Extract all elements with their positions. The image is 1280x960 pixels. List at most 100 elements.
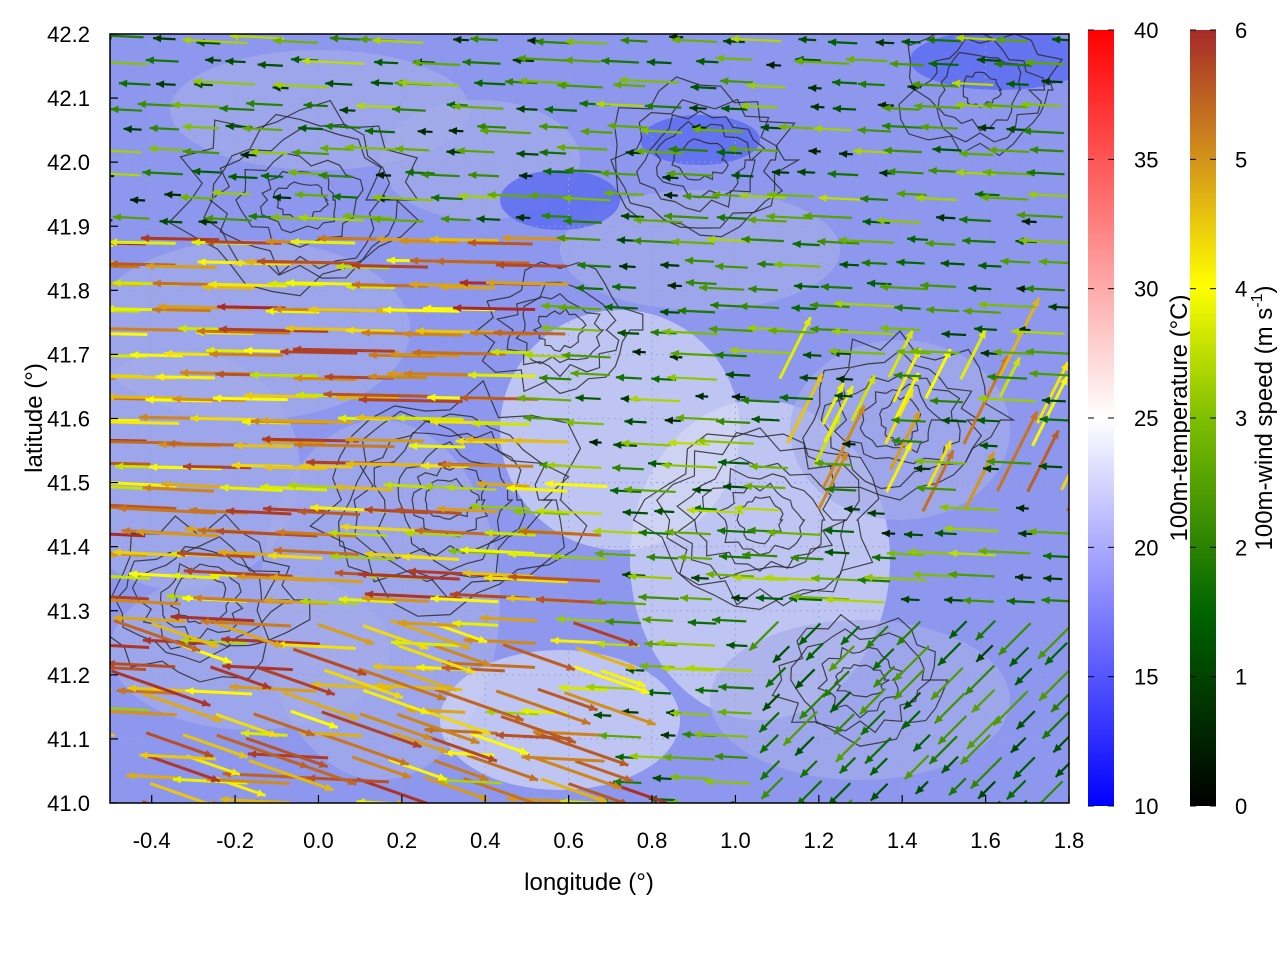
wind-arrow-head bbox=[372, 193, 381, 202]
x-tick-label: 1.8 bbox=[1054, 828, 1085, 853]
wind-arrow-head bbox=[932, 145, 941, 154]
wind-arrow-head bbox=[383, 481, 392, 490]
colorbar-tick-label: 4 bbox=[1235, 277, 1247, 302]
wind-arrow-head bbox=[427, 393, 436, 402]
wind-arrow-head bbox=[1029, 369, 1038, 378]
wind-arrow-head bbox=[110, 392, 115, 401]
wind-arrow-head bbox=[668, 438, 677, 447]
wind-arrow-shaft bbox=[833, 302, 895, 308]
wind-arrow bbox=[495, 689, 591, 726]
wind-arrow-head bbox=[912, 411, 920, 421]
wind-arrow-shaft bbox=[110, 61, 148, 66]
wind-arrow bbox=[743, 482, 786, 491]
wind-arrow-head bbox=[479, 793, 489, 801]
wind-arrow bbox=[751, 415, 780, 424]
wind-arrow-shaft bbox=[943, 805, 956, 818]
wind-arrow-head bbox=[178, 324, 187, 333]
wind-arrow bbox=[405, 168, 435, 177]
wind-arrow bbox=[978, 261, 1002, 270]
wind-arrow-head bbox=[865, 639, 875, 649]
wind-arrow-shaft bbox=[921, 449, 955, 513]
contour-line bbox=[532, 308, 587, 353]
y-tick-label: 41.5 bbox=[47, 471, 90, 496]
wind-arrow bbox=[1036, 361, 1069, 424]
wind-arrow-head bbox=[845, 55, 855, 64]
wind-arrow-head bbox=[264, 596, 273, 605]
wind-arrow-head bbox=[95, 372, 103, 380]
wind-arrow bbox=[1015, 504, 1029, 513]
wind-arrow-shaft bbox=[196, 329, 290, 335]
wind-arrow bbox=[667, 373, 717, 382]
wind-arrow bbox=[896, 620, 922, 646]
contour-line bbox=[834, 663, 890, 698]
wind-arrow bbox=[836, 375, 854, 384]
wind-arrow-head bbox=[692, 125, 701, 134]
wind-arrow-head bbox=[408, 442, 418, 450]
wind-arrow-head bbox=[340, 523, 349, 531]
wind-arrow-shaft bbox=[621, 441, 672, 447]
wind-arrow-head bbox=[1010, 744, 1020, 753]
wind-arrow-head bbox=[1041, 396, 1051, 405]
wind-arrow-head bbox=[1015, 573, 1024, 582]
wind-arrow-shaft bbox=[110, 172, 141, 177]
wind-arrow-head bbox=[915, 785, 925, 794]
wind-arrow bbox=[260, 172, 284, 181]
wind-vectors bbox=[95, 34, 1069, 818]
wind-arrow-head bbox=[891, 416, 900, 425]
wind-arrow bbox=[164, 190, 182, 199]
wind-arrow bbox=[978, 300, 1035, 309]
wind-arrow bbox=[610, 486, 642, 495]
wind-arrow-head bbox=[361, 328, 370, 337]
wind-arrow bbox=[565, 166, 602, 175]
wind-arrow-head bbox=[551, 552, 560, 561]
wind-arrow bbox=[612, 464, 644, 472]
wind-arrow-shaft bbox=[209, 665, 272, 690]
wind-arrow bbox=[294, 440, 395, 449]
wind-arrow bbox=[329, 552, 396, 561]
wind-arrow bbox=[799, 760, 818, 779]
wind-arrow-head bbox=[389, 350, 399, 359]
wind-arrow-head bbox=[876, 216, 885, 225]
wind-arrow-head bbox=[799, 636, 808, 645]
wind-arrow-shaft bbox=[402, 332, 463, 337]
wind-arrow-head bbox=[809, 301, 819, 310]
wind-arrow bbox=[608, 781, 672, 803]
wind-arrow bbox=[717, 708, 752, 717]
wind-arrow-head bbox=[925, 239, 934, 248]
wind-arrow-shaft bbox=[977, 397, 1036, 403]
wind-arrow bbox=[670, 773, 709, 782]
wind-arrow bbox=[716, 148, 743, 157]
wind-arrow bbox=[1048, 303, 1069, 311]
wind-arrow bbox=[794, 57, 850, 66]
wind-arrow bbox=[977, 123, 995, 132]
wind-arrow bbox=[690, 83, 717, 92]
colorbar-tick-label: 35 bbox=[1134, 147, 1158, 172]
wind-arrow bbox=[155, 80, 176, 89]
wind-arrow-head bbox=[423, 732, 433, 741]
wind-arrow bbox=[110, 666, 147, 672]
wind-arrow-shaft bbox=[445, 486, 497, 491]
wind-arrow-head bbox=[260, 172, 270, 181]
wind-arrow bbox=[110, 659, 176, 669]
wind-arrow bbox=[110, 396, 148, 401]
wind-arrow bbox=[356, 777, 431, 803]
wind-arrow bbox=[864, 737, 892, 765]
wind-arrow bbox=[869, 782, 889, 802]
wind-arrow-head bbox=[993, 348, 1002, 357]
wind-arrow-head bbox=[440, 215, 450, 224]
wind-arrow bbox=[677, 553, 713, 562]
wind-arrow bbox=[937, 715, 968, 745]
wind-arrow bbox=[948, 570, 995, 579]
wind-arrow-head bbox=[263, 463, 272, 472]
wind-arrow bbox=[901, 38, 921, 46]
wind-arrow-shaft bbox=[111, 669, 211, 707]
wind-arrow bbox=[495, 261, 568, 269]
wind-arrow-head bbox=[210, 774, 220, 783]
wind-arrow-shaft bbox=[243, 393, 319, 399]
wind-arrow bbox=[786, 372, 824, 444]
contour-line bbox=[110, 513, 311, 683]
wind-arrow-head bbox=[459, 393, 469, 402]
wind-arrow-head bbox=[936, 213, 945, 222]
wind-arrow-shaft bbox=[725, 804, 743, 805]
wind-arrow-head bbox=[844, 505, 853, 514]
